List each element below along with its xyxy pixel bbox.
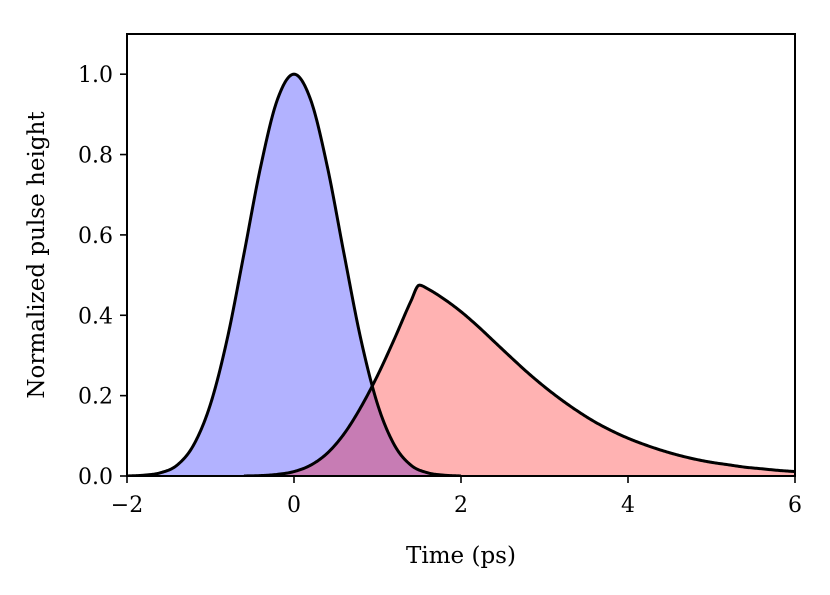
- x-tick-label: 4: [621, 493, 635, 518]
- x-axis-label: Time (ps): [406, 543, 516, 569]
- y-tick-label: 0.8: [78, 144, 113, 169]
- y-tick-label: 0.0: [78, 465, 113, 490]
- x-tick-label: −2: [111, 493, 143, 518]
- ticks-layer: −2 0 2 4 6 0.0 0.2 0.4 0.6 0.8 1.0: [78, 63, 802, 518]
- x-tick-label: 2: [454, 493, 468, 518]
- y-tick-label: 0.4: [78, 304, 113, 329]
- y-tick-label: 0.2: [78, 385, 113, 410]
- overlap-area: [243, 386, 461, 476]
- series-layer: [127, 72, 795, 476]
- series-1-line: [127, 72, 462, 476]
- y-axis-label: Normalized pulse height: [24, 111, 50, 399]
- series-1-area: [127, 74, 461, 476]
- x-tick-label: 0: [287, 493, 301, 518]
- x-tick-label: 6: [788, 493, 802, 518]
- y-tick-label: 1.0: [78, 63, 113, 88]
- series-2-line: [243, 283, 795, 476]
- y-tick-label: 0.6: [78, 224, 113, 249]
